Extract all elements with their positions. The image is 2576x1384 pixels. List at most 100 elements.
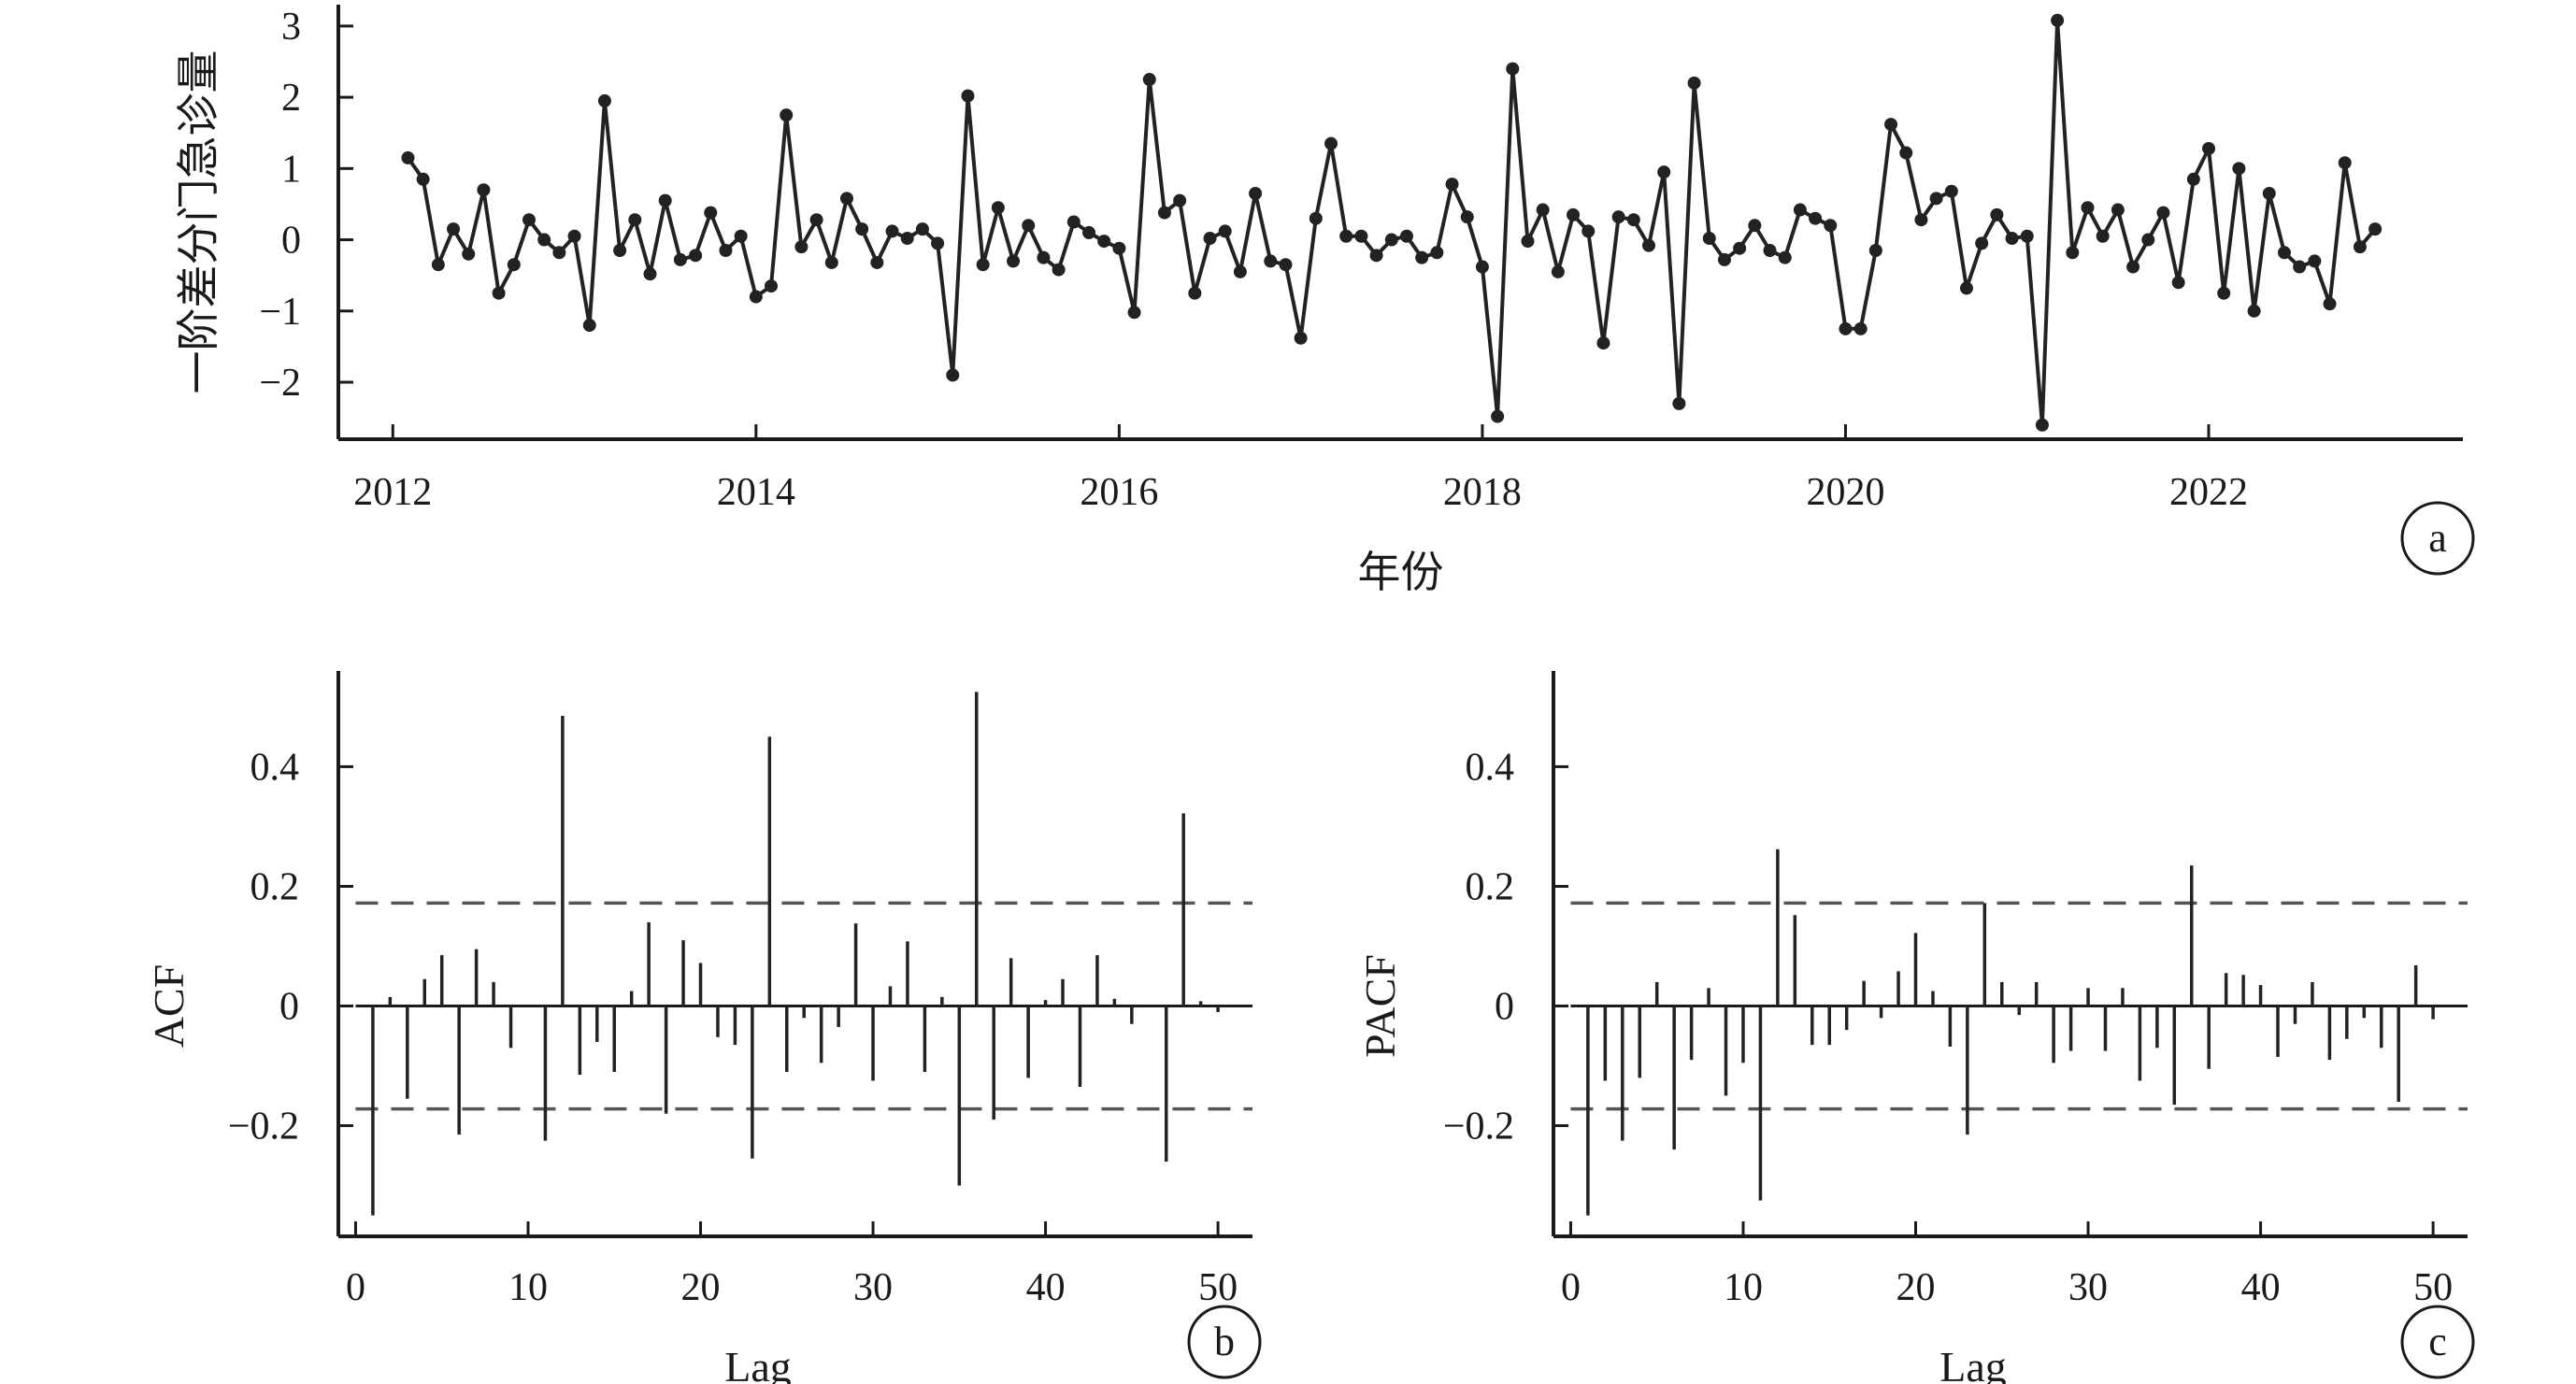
data-point bbox=[1793, 203, 1807, 217]
data-point bbox=[976, 258, 990, 272]
data-point bbox=[1884, 118, 1898, 132]
data-point bbox=[1491, 409, 1505, 423]
data-point bbox=[2051, 13, 2065, 27]
data-point bbox=[2156, 206, 2170, 220]
data-point bbox=[1611, 210, 1625, 224]
y-tick-label: −0.2 bbox=[228, 1106, 299, 1149]
panel-label-circle bbox=[2400, 1305, 2475, 1379]
data-point bbox=[824, 255, 838, 269]
data-point bbox=[1596, 336, 1610, 350]
data-point bbox=[447, 222, 461, 236]
data-point bbox=[1354, 229, 1368, 243]
data-point bbox=[900, 232, 914, 246]
data-point bbox=[2368, 222, 2383, 236]
x-tick-label: 30 bbox=[2068, 1266, 2108, 1309]
data-point bbox=[1007, 254, 1021, 268]
x-tick-label: 30 bbox=[853, 1266, 893, 1309]
data-point bbox=[2308, 254, 2322, 268]
data-point bbox=[1142, 73, 1156, 87]
data-point bbox=[1642, 238, 1656, 252]
data-point bbox=[1581, 224, 1596, 238]
data-point bbox=[2247, 304, 2261, 318]
y-tick-label: 0 bbox=[281, 220, 301, 263]
data-point bbox=[1809, 211, 1823, 225]
data-point bbox=[1188, 286, 1202, 300]
data-point bbox=[1899, 146, 1913, 160]
data-point bbox=[1702, 232, 1716, 246]
data-point bbox=[1066, 215, 1080, 229]
data-point bbox=[961, 89, 975, 103]
y-axis-title: ACF bbox=[145, 964, 193, 1048]
data-point bbox=[2232, 162, 2246, 176]
data-point bbox=[2096, 229, 2110, 243]
data-point bbox=[689, 249, 703, 263]
data-point bbox=[794, 240, 809, 254]
series-line bbox=[406, 18, 2377, 427]
data-point bbox=[1218, 224, 1232, 238]
data-point bbox=[613, 243, 627, 257]
data-point bbox=[1264, 254, 1278, 268]
data-point bbox=[431, 258, 445, 272]
data-point bbox=[1324, 136, 1338, 150]
x-tick-label: 2012 bbox=[353, 471, 432, 514]
data-point bbox=[749, 290, 763, 304]
data-point bbox=[839, 192, 853, 206]
data-point bbox=[522, 213, 536, 227]
x-tick-label: 2014 bbox=[717, 471, 795, 514]
y-tick-label: 0.2 bbox=[250, 865, 300, 908]
y-tick-label: 2 bbox=[281, 77, 301, 120]
data-point bbox=[704, 206, 718, 220]
data-point bbox=[567, 229, 581, 243]
data-point bbox=[855, 222, 869, 236]
data-point bbox=[537, 233, 551, 247]
data-point bbox=[628, 213, 642, 227]
data-point bbox=[1233, 264, 1247, 278]
data-point bbox=[416, 172, 430, 186]
y-tick-label: 1 bbox=[281, 148, 301, 191]
data-point bbox=[1959, 281, 1973, 295]
data-point bbox=[1521, 235, 1535, 249]
data-point bbox=[2277, 246, 2291, 260]
data-point bbox=[2020, 229, 2034, 243]
data-point bbox=[915, 222, 929, 236]
data-point bbox=[2171, 276, 2185, 290]
data-point bbox=[2353, 240, 2367, 254]
data-point bbox=[1445, 178, 1459, 192]
data-point bbox=[1127, 306, 1141, 320]
y-tick-label: −2 bbox=[259, 362, 301, 405]
data-point bbox=[946, 368, 960, 382]
y-tick-label: 0 bbox=[279, 986, 299, 1029]
x-tick-label: 40 bbox=[1026, 1266, 1066, 1309]
data-point bbox=[1173, 193, 1187, 207]
data-point bbox=[2202, 141, 2216, 155]
data-point bbox=[552, 246, 566, 260]
data-point bbox=[885, 224, 899, 238]
data-point bbox=[1384, 233, 1398, 247]
data-point bbox=[1022, 219, 1036, 233]
data-point bbox=[1203, 232, 1217, 246]
data-point bbox=[2035, 418, 2049, 432]
data-point bbox=[597, 93, 611, 107]
panel-label: b bbox=[1214, 1319, 1235, 1364]
y-tick-label: 0.2 bbox=[1466, 865, 1515, 908]
data-point bbox=[1717, 252, 1731, 266]
data-point bbox=[2262, 187, 2276, 201]
data-point bbox=[870, 255, 884, 269]
data-point bbox=[719, 243, 733, 257]
data-point bbox=[1763, 243, 1777, 257]
x-tick-label: 50 bbox=[2413, 1266, 2453, 1309]
data-point bbox=[2126, 260, 2140, 274]
y-tick-label: 0 bbox=[1495, 986, 1514, 1029]
y-tick-label: 0.4 bbox=[250, 746, 300, 789]
data-point bbox=[658, 193, 672, 207]
data-point bbox=[401, 150, 415, 164]
data-point bbox=[1672, 396, 1686, 410]
data-point bbox=[1052, 263, 1066, 277]
data-point bbox=[1929, 192, 1943, 206]
y-tick-label: 3 bbox=[281, 6, 301, 49]
data-point bbox=[1097, 235, 1111, 249]
data-point bbox=[1733, 241, 1747, 255]
data-point bbox=[1551, 264, 1565, 278]
data-point bbox=[1626, 213, 1640, 227]
